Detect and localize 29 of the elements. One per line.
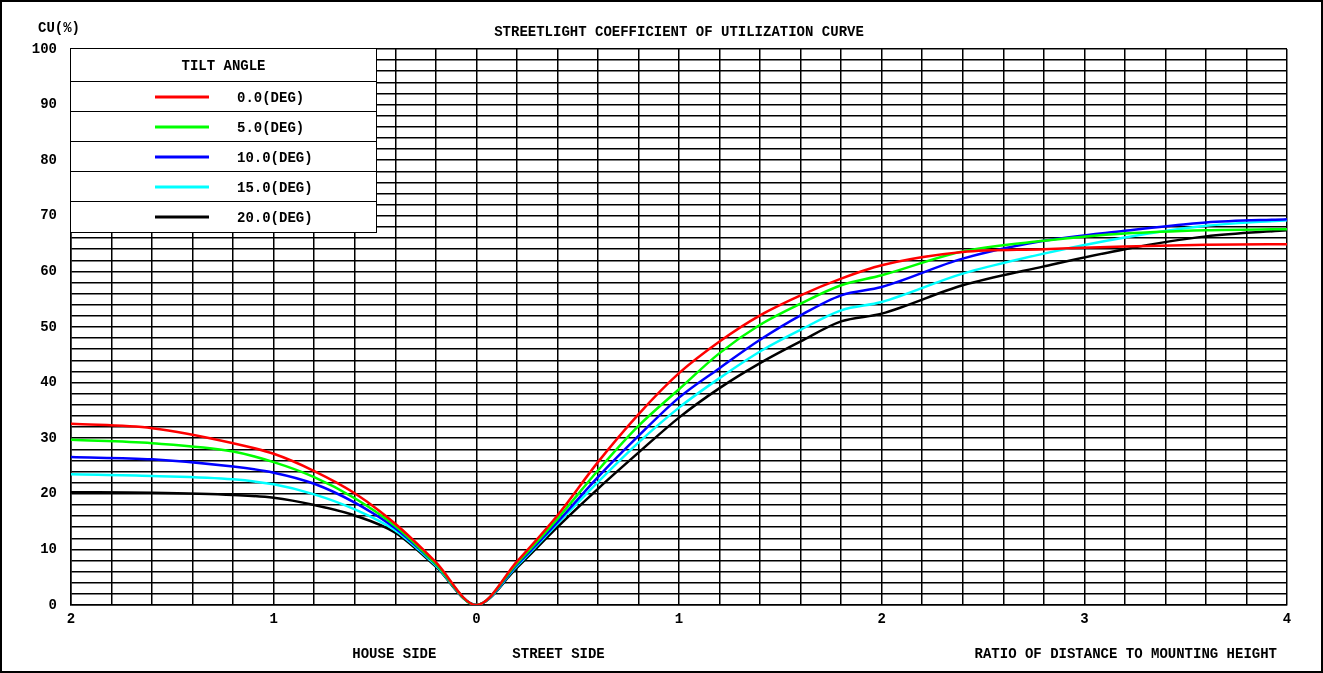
legend-label: 15.0(DEG) [237,179,313,196]
y-tick-label: 0 [48,596,57,613]
y-tick-label: 70 [40,207,57,224]
y-tick-label: 90 [40,96,57,113]
x-tick-label: 1 [269,610,278,627]
legend-label: 0.0(DEG) [237,89,305,106]
y-axis-title: CU(%) [38,19,81,36]
y-tick-label: 80 [40,151,57,168]
y-tick-label: 10 [40,540,57,557]
x-tick-label: 1 [674,610,684,627]
y-tick-label: 60 [40,262,57,279]
y-tick-label: 100 [31,40,57,57]
chart-title: STREETLIGHT COEFFICIENT OF UTILIZATION CURVE [494,23,864,40]
y-tick-label: 20 [40,485,57,502]
y-tick-label: 30 [40,429,57,446]
x-axis-title: RATIO OF DISTANCE TO MOUNTING HEIGHT [974,645,1277,662]
x-tick-label: 3 [1080,610,1089,627]
x-tick-label: 2 [66,610,76,627]
x-tick-label: 0 [472,610,481,627]
legend-label: 5.0(DEG) [237,119,305,136]
legend-label: 10.0(DEG) [237,149,313,166]
y-tick-label: 50 [40,318,57,335]
y-tick-label: 40 [40,374,57,391]
legend-label: 20.0(DEG) [237,209,313,226]
text: HOUSE SIDE [352,645,437,662]
x-tick-label: 4 [1282,610,1292,627]
x-tick-label: 2 [877,610,886,627]
text: STREET SIDE [512,645,605,662]
legend-title: TILT ANGLE [181,58,266,75]
